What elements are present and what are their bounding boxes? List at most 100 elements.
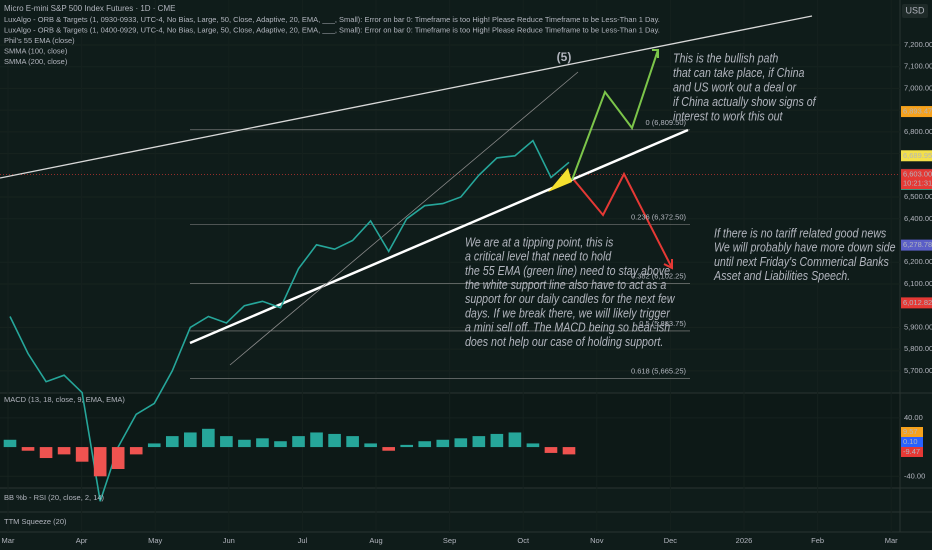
macd-bar — [508, 432, 522, 448]
macd-tag — [901, 437, 923, 447]
wave-line — [229, 71, 579, 366]
macd-bar — [562, 447, 576, 455]
x-tick-label: Aug — [369, 536, 382, 545]
macd-bar — [310, 432, 323, 448]
y-tick-label: 6,800.00 — [904, 127, 932, 136]
price-tag — [901, 169, 932, 190]
annotation-line: support for our daily candles for the ne… — [465, 291, 676, 306]
macd-bar — [21, 447, 35, 451]
x-tick-label: Jul — [298, 536, 308, 545]
x-tick-label: Apr — [76, 536, 88, 545]
x-tick-label: Nov — [590, 536, 604, 545]
y-tick-label: 6,200.00 — [904, 257, 932, 266]
fib-label: 0 (6,809.50) — [646, 118, 687, 127]
macd-bar — [490, 433, 504, 448]
macd-bar — [400, 444, 414, 448]
indicator-label: LuxAlgo - ORB & Targets (1, 0930-0933, U… — [4, 15, 660, 24]
x-tick-label: Oct — [517, 536, 530, 545]
countdown: 10:21:31 — [903, 179, 932, 188]
annotation-line: until next Friday's Commerical Banks — [714, 254, 889, 269]
chart-title: Micro E-mini S&P 500 Index Futures · 1D … — [4, 4, 175, 13]
price-tag-label: 6,603.00 — [903, 170, 932, 179]
currency: USD — [905, 5, 925, 15]
bearish-path — [573, 171, 673, 269]
price-tag — [901, 239, 932, 251]
x-tick-label: Mar — [885, 536, 898, 545]
wave-label: (5) — [557, 50, 572, 64]
channel-line — [0, 15, 813, 179]
macd-bar — [165, 436, 179, 448]
indicator-label: LuxAlgo - ORB & Targets (1, 0400-0929, U… — [4, 25, 660, 34]
y-tick-label: 5,700.00 — [904, 366, 932, 375]
macd-bar — [111, 447, 125, 469]
price-series — [3, 139, 576, 502]
annotation-line: If there is no tariff related good news — [714, 225, 886, 240]
macd-bar — [364, 443, 377, 448]
annotation-line: a mini sell off. The MACD being so bear-… — [465, 320, 671, 335]
macd-bar — [93, 447, 107, 477]
x-tick-label: Feb — [811, 536, 824, 545]
y-tick-label: 7,100.00 — [904, 62, 932, 71]
macd-bar — [220, 436, 233, 448]
pane-label: MACD (13, 18, close, 9, EMA, EMA) — [4, 395, 125, 404]
pane-label: TTM Squeeze (20) — [4, 517, 67, 526]
macd-bar — [526, 443, 540, 448]
indicator-label: SMMA (200, close) — [4, 57, 68, 66]
macd-bar — [346, 436, 359, 448]
price-tag-label: 6,893.47 — [903, 107, 932, 116]
macd-bar — [256, 438, 269, 448]
y-tick-label: 6,400.00 — [904, 214, 932, 223]
price-tag — [901, 297, 932, 309]
macd-bar — [382, 447, 395, 451]
x-tick-label: May — [148, 536, 162, 545]
price-tag — [901, 106, 932, 118]
y-tick-label: 7,000.00 — [904, 83, 932, 92]
annotation-line: and US work out a deal or — [673, 79, 797, 94]
macd-bar — [75, 447, 89, 462]
price-tag-label: 6,012.82 — [903, 298, 932, 307]
price-tag-label: 6,689.95 — [903, 151, 932, 160]
x-tick-label: Mar — [2, 536, 15, 545]
macd-tag — [901, 427, 923, 437]
indicator-label: SMMA (100, close) — [4, 46, 68, 55]
macd-bar — [274, 441, 287, 448]
annotation-line: We are at a tipping point, this is — [465, 234, 613, 249]
y-tick-label: -40.00 — [904, 471, 925, 480]
annotation-line: that can take place, if China — [673, 65, 805, 80]
annotation: If there is no tariff related good newsW… — [713, 225, 896, 283]
y-tick-label: 6,100.00 — [904, 279, 932, 288]
fib-label: 0.236 (6,372.50) — [631, 213, 687, 222]
price-tag-label: 6,278.78 — [903, 240, 932, 249]
macd-bar — [3, 439, 17, 448]
macd-bar — [436, 439, 450, 448]
macd-bar — [418, 441, 432, 448]
x-tick-label: Dec — [664, 536, 678, 545]
y-tick-label: 7,200.00 — [904, 40, 932, 49]
bullish-path — [571, 49, 659, 181]
macd-bar — [202, 428, 215, 448]
macd-tag-label: 0.10 — [903, 437, 918, 446]
annotation-line: if China actually show signs of — [673, 94, 817, 109]
macd-bar — [57, 447, 71, 455]
macd-bar — [129, 447, 143, 455]
macd-bar — [454, 438, 468, 448]
annotation-line: Asset and Liabilities Speech. — [713, 268, 850, 283]
currency-box — [902, 4, 928, 18]
fib-label: 0.5 (5,883.75) — [639, 319, 686, 328]
macd-tag — [901, 447, 923, 457]
macd-bar — [147, 443, 161, 448]
bearish-arrow — [663, 259, 673, 270]
x-tick-label: 2026 — [736, 536, 753, 545]
y-tick-label: 5,900.00 — [904, 322, 932, 331]
y-tick-label: 5,800.00 — [904, 344, 932, 353]
x-tick-label: Jun — [223, 536, 235, 545]
macd-bar — [39, 447, 53, 459]
bullish-arrow — [652, 49, 659, 58]
macd-bar — [292, 436, 305, 448]
support-line — [189, 128, 689, 345]
macd-bar — [328, 433, 341, 448]
fib-label: 0.618 (5,665.25) — [631, 366, 687, 375]
